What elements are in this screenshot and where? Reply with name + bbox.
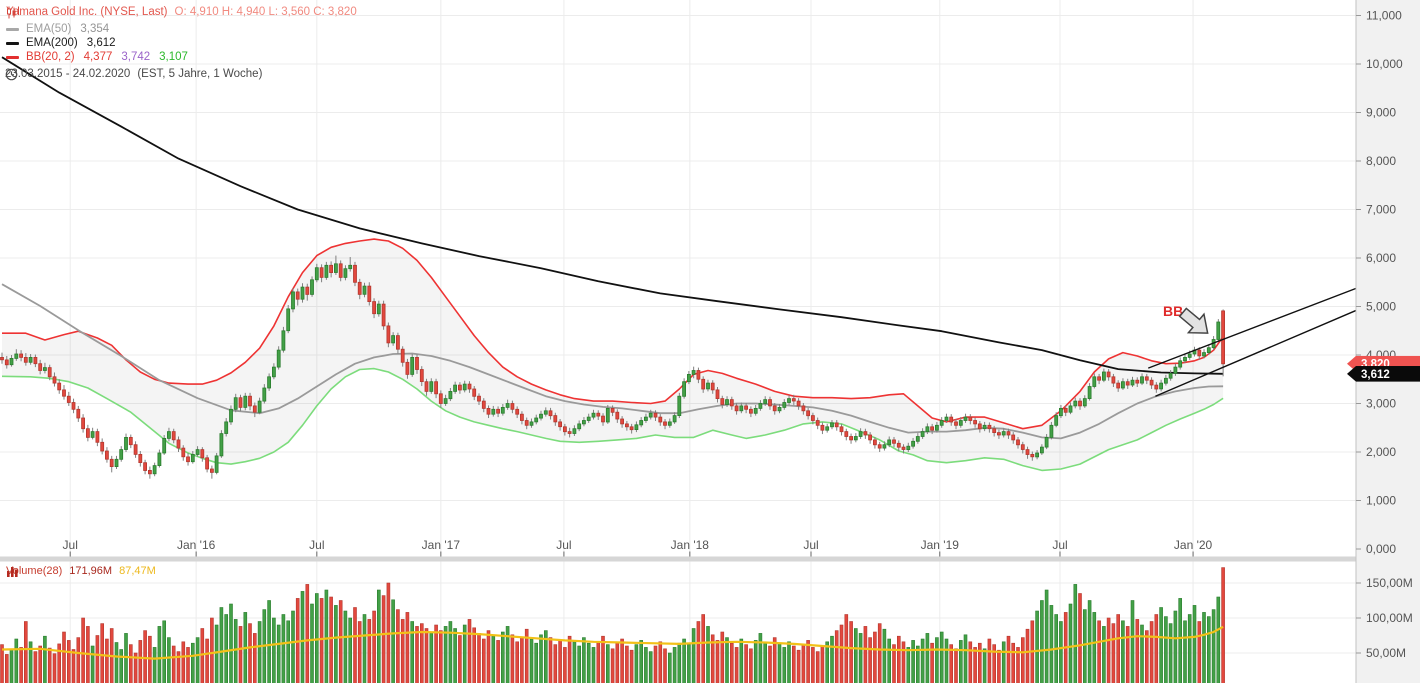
timeframe-label: (EST, 5 Jahre, 1 Woche): [137, 68, 263, 80]
price-axis-label: 6,000: [1366, 251, 1396, 265]
gridlines: [0, 0, 1356, 683]
trend-channel-lines: [1147, 285, 1363, 397]
symbol-name: Yamana Gold Inc. (NYSE, Last): [6, 6, 168, 18]
ema50-value: 3,354: [80, 23, 110, 35]
time-axis-label: Jan '20: [1174, 538, 1213, 552]
ema200-value: 3,612: [86, 37, 116, 49]
volume-bars: [0, 567, 1225, 683]
time-axis: Jul Jan '16 Jul Jan '17 Jul Jan '18 Jul Jan '19…: [63, 538, 1213, 557]
price-axis-label: 0,000: [1366, 542, 1396, 556]
volume-label: Volume(28): [6, 565, 63, 577]
down-right-arrow-icon: [1178, 307, 1209, 334]
volume-axis-label: 50,00M: [1366, 646, 1406, 660]
bb-lower-line: [1, 367, 1224, 472]
ema200-legend-row: EMA(200) 3,612: [6, 37, 116, 49]
ema200-line: [1, 56, 1224, 375]
ema50-legend-row: EMA(50) 3,354: [6, 23, 109, 35]
ema50-label: EMA(50): [26, 23, 72, 35]
date-range-row: 23.03.2015 - 24.02.2020 (EST, 5 Jahre, 1…: [5, 68, 263, 81]
ema200-line-icon: [6, 41, 19, 45]
time-axis-label: Jul: [803, 538, 818, 552]
volume-ma-line: [1, 625, 1224, 660]
bollinger-legend-row: BB(20, 2) 4,377 3,742 3,107: [6, 51, 188, 63]
bb-annotation: BB: [1163, 303, 1209, 334]
price-axis-label: 9,000: [1366, 106, 1396, 120]
time-axis-label: Jan '19: [921, 538, 960, 552]
volume-ma-value: 87,47M: [119, 565, 156, 577]
time-axis-label: Jul: [63, 538, 78, 552]
candlestick-icon: [7, 6, 19, 19]
ema200-label: EMA(200): [26, 37, 78, 49]
time-axis-label: Jan '18: [671, 538, 710, 552]
price-axis-label: 3,000: [1366, 397, 1396, 411]
bb-annotation-text: BB: [1163, 303, 1183, 319]
bb-label: BB(20, 2): [26, 51, 75, 63]
time-axis-label: Jul: [309, 538, 324, 552]
volume-bars-icon: [7, 567, 18, 577]
time-axis-label: Jan '17: [422, 538, 461, 552]
time-axis-label: Jan '16: [177, 538, 216, 552]
date-range: 23.03.2015 - 24.02.2020: [5, 68, 131, 80]
price-axis[interactable]: [1356, 0, 1420, 683]
symbol-ohlc-values: O: 4,910 H: 4,940 L: 3,560 C: 3,820: [174, 6, 357, 18]
volume-axis-label: 100,00M: [1366, 611, 1413, 625]
price-axis-label: 11,000: [1366, 9, 1402, 23]
bb-middle-value: 3,742: [121, 51, 151, 63]
volume-value: 171,96M: [69, 565, 113, 577]
ema50-line-icon: [6, 27, 19, 31]
price-axis-label: 1,000: [1366, 494, 1396, 508]
bb-lower-value: 3,107: [159, 51, 188, 63]
bb-upper-line: [2, 238, 1224, 430]
volume-legend-row: Volume(28) 171,96M 87,47M: [6, 565, 156, 577]
ema200-price-tag: 3,612: [1347, 366, 1420, 382]
price-axis-label: 8,000: [1366, 154, 1396, 168]
time-axis-label: Jul: [556, 538, 571, 552]
bb-line-icon: [6, 55, 19, 59]
panel-separator[interactable]: [0, 556, 1420, 562]
price-axis-label: 2,000: [1366, 445, 1396, 459]
price-axis-label: 7,000: [1366, 203, 1396, 217]
bb-upper-value: 4,377: [83, 51, 113, 63]
symbol-legend-row: Yamana Gold Inc. (NYSE, Last) O: 4,910 H…: [6, 6, 357, 19]
time-axis-label: Jul: [1052, 538, 1067, 552]
price-axis-label: 10,000: [1366, 57, 1403, 71]
svg-text:3,612: 3,612: [1361, 369, 1390, 381]
candlesticks: [0, 255, 1225, 479]
price-axis-label: 5,000: [1366, 300, 1396, 314]
clock-icon: [5, 68, 18, 81]
volume-axis-label: 150,00M: [1366, 576, 1413, 590]
